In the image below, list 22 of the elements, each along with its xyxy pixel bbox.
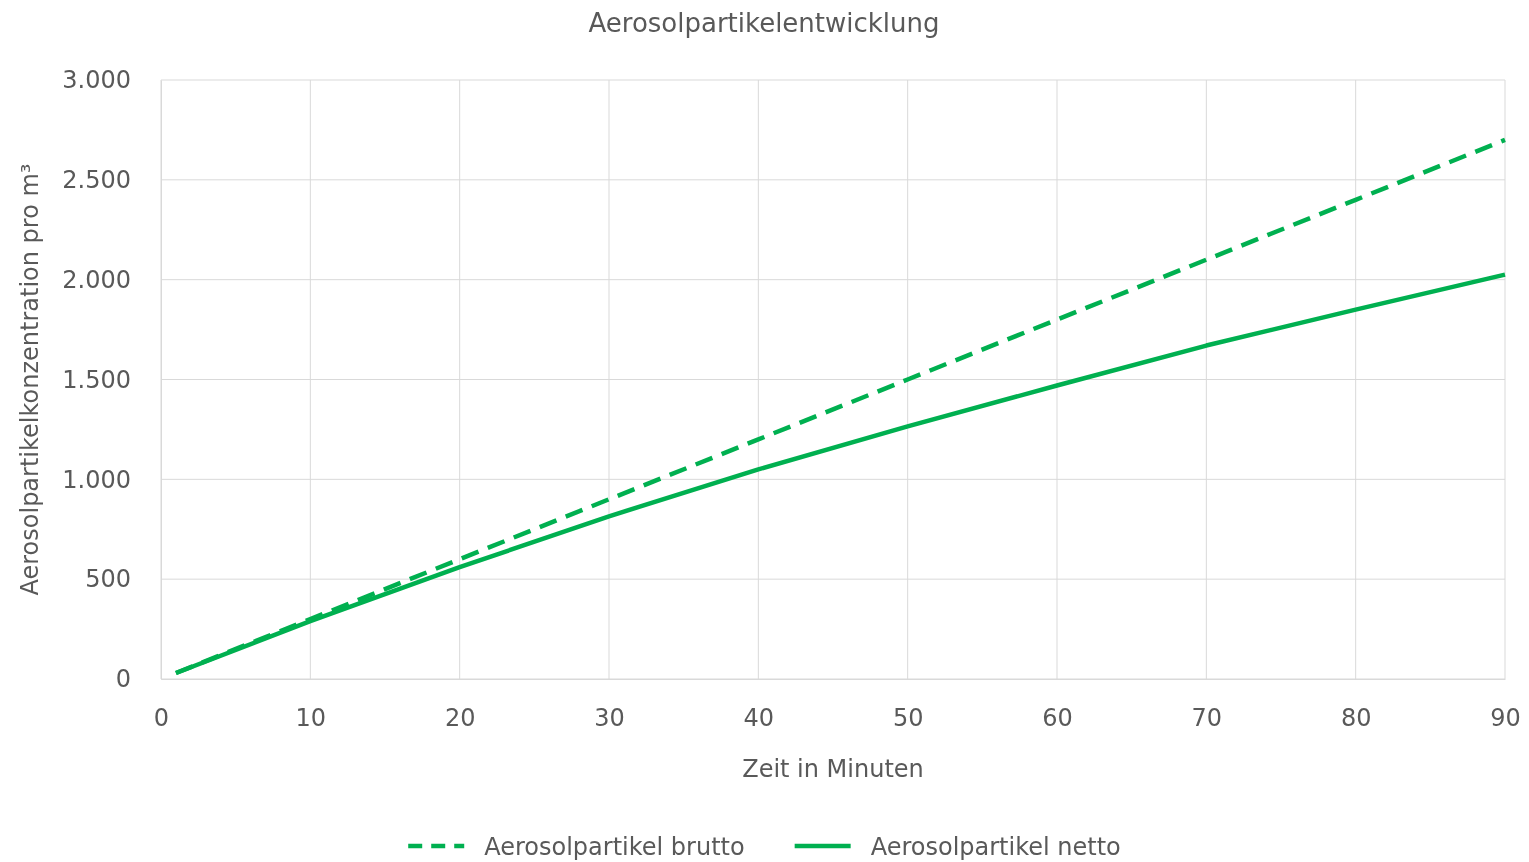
y-tick-label: 1.000 [62, 465, 131, 494]
x-tick-label: 30 [594, 704, 625, 733]
x-tick-label: 40 [743, 704, 775, 733]
x-axis-title: Zeit in Minuten [742, 755, 924, 783]
x-tick-label: 70 [1191, 704, 1223, 733]
x-tick-label: 90 [1490, 704, 1521, 733]
x-tick-label: 10 [295, 704, 327, 733]
legend-label: Aerosolpartikel netto [870, 833, 1121, 861]
chart-title: Aerosolpartikelentwicklung [588, 8, 940, 38]
x-tick-label: 80 [1340, 704, 1372, 733]
x-tick-label: 20 [444, 704, 476, 733]
x-tick-label: 50 [892, 704, 924, 733]
y-tick-label: 0 [115, 665, 131, 694]
y-axis-title: Aerosolpartikelkonzentration pro m³ [16, 163, 44, 596]
y-tick-label: 2.500 [62, 166, 131, 195]
y-tick-label: 500 [85, 565, 131, 594]
y-tick-label: 3.000 [62, 66, 131, 95]
x-tick-label: 0 [153, 704, 170, 733]
y-tick-label: 1.500 [62, 365, 131, 394]
x-tick-label: 60 [1042, 704, 1073, 733]
legend-label: Aerosolpartikel brutto [484, 833, 745, 861]
y-tick-label: 2.000 [62, 265, 131, 294]
